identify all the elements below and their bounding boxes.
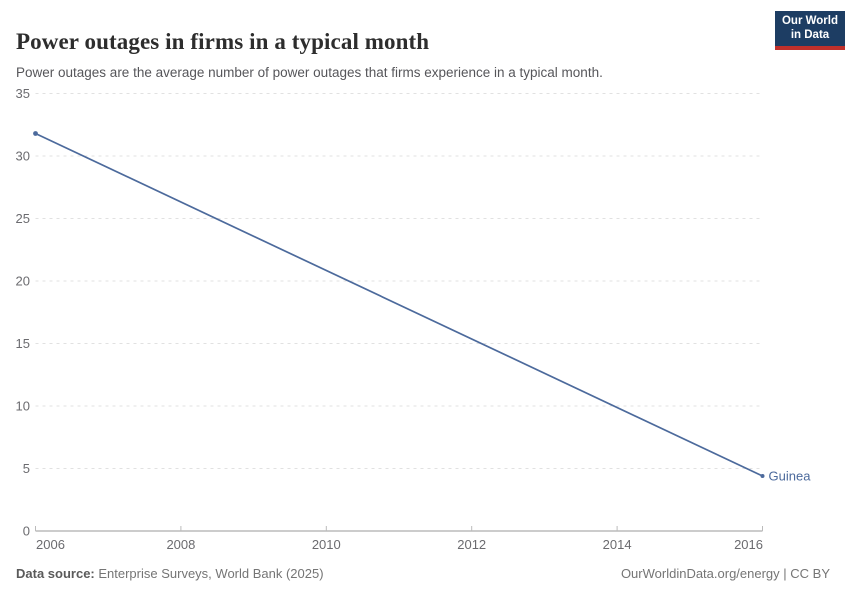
entity-label-guinea[interactable]: Guinea [769, 469, 812, 484]
owid-logo-line1: Our World [781, 15, 838, 27]
x-tick-label: 2012 [457, 537, 486, 552]
y-tick-label: 30 [16, 149, 30, 164]
y-tick-label: 25 [16, 211, 30, 226]
owid-url-license[interactable]: OurWorldinData.org/energy | CC BY [620, 566, 830, 581]
series-end-point-guinea[interactable] [760, 474, 765, 478]
y-tick-label: 20 [16, 274, 30, 289]
x-tick-label: 2014 [603, 537, 632, 552]
y-tick-label: 15 [16, 336, 30, 351]
owid-logo-line2: in Data [790, 28, 830, 41]
x-tick-label: 2008 [166, 537, 195, 552]
y-tick-label: 35 [16, 86, 30, 101]
x-tick-label: 2006 [36, 537, 65, 552]
x-tick-label: 2010 [312, 537, 341, 552]
series-line-guinea[interactable] [35, 132, 763, 477]
chart-subtitle: Power outages are the average number of … [16, 64, 603, 80]
y-tick-label: 0 [23, 524, 30, 539]
data-source-label: Data source: [16, 566, 95, 581]
y-tick-label: 10 [16, 399, 30, 414]
owid-logo[interactable]: Our World in Data [775, 11, 845, 50]
y-tick-label: 5 [23, 461, 30, 476]
data-source-value: Enterprise Surveys, World Bank (2025) [94, 566, 324, 581]
chart-footer: Data source: Enterprise Surveys, World B… [0, 566, 850, 581]
series-start-point-guinea[interactable] [33, 131, 38, 136]
data-source-note: Data source: Enterprise Surveys, World B… [16, 566, 324, 581]
chart-title: Power outages in firms in a typical mont… [16, 29, 430, 55]
x-tick-label: 2016 [734, 537, 763, 552]
